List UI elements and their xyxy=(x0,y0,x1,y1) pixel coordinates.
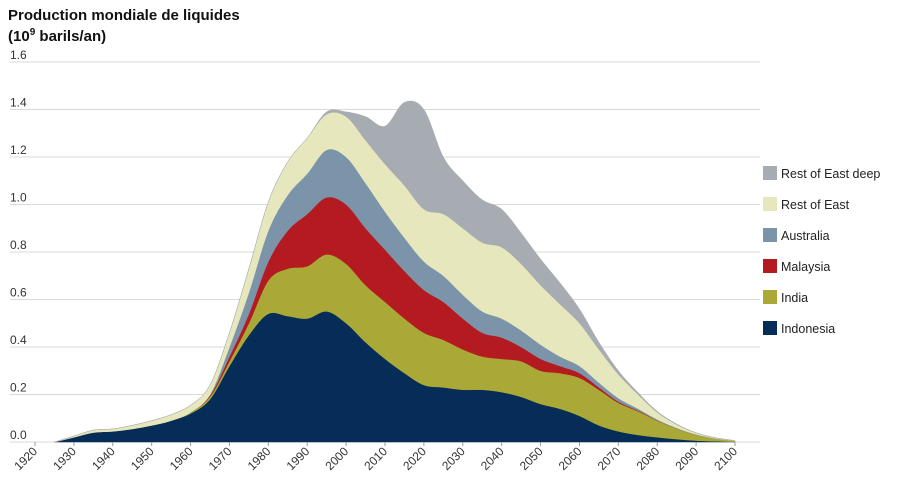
x-tick-label: 2090 xyxy=(672,444,701,473)
legend-swatch-india xyxy=(763,290,777,304)
x-tick-label: 2030 xyxy=(439,444,468,473)
x-tick-label: 2050 xyxy=(517,444,546,473)
y-axis-label: (109 barils/an) xyxy=(8,27,106,45)
x-tick-label: 2020 xyxy=(400,444,429,473)
x-tick-label: 2070 xyxy=(595,444,624,473)
y-tick-label: 0.8 xyxy=(10,238,27,252)
legend-label-indonesia: Indonesia xyxy=(781,322,835,336)
legend-swatch-australia xyxy=(763,228,777,242)
y-tick-label: 0.4 xyxy=(10,333,27,347)
x-tick-label: 2010 xyxy=(361,444,390,473)
legend-label-malaysia: Malaysia xyxy=(781,260,830,274)
x-axis-ticks: 1920 1930 1940 1950 1960 1970 1980 1990 2000 2010… xyxy=(11,442,740,473)
legend-label-india: India xyxy=(781,291,808,305)
x-tick-label: 1930 xyxy=(50,444,79,473)
x-tick-label: 2040 xyxy=(478,444,507,473)
legend-label-rest-of-east: Rest of East xyxy=(781,198,850,212)
x-tick-label: 1980 xyxy=(245,444,274,473)
legend-swatch-rest-of-east-deep xyxy=(763,166,777,180)
y-tick-label: 0.2 xyxy=(10,381,27,395)
y-tick-label: 0.0 xyxy=(10,428,27,442)
y-tick-label: 1.4 xyxy=(10,96,27,110)
x-tick-label: 1950 xyxy=(128,444,157,473)
x-tick-label: 1970 xyxy=(206,444,235,473)
legend: Rest of East deep Rest of East Australia Ma… xyxy=(763,166,880,336)
x-tick-label: 2060 xyxy=(556,444,585,473)
x-tick-label: 2080 xyxy=(634,444,663,473)
legend-swatch-malaysia xyxy=(763,259,777,273)
x-tick-label: 2100 xyxy=(711,444,740,473)
area-rest-of-east-deep xyxy=(54,100,736,443)
legend-swatch-rest-of-east xyxy=(763,197,777,211)
x-tick-label: 1920 xyxy=(11,444,40,473)
legend-label-australia: Australia xyxy=(781,229,830,243)
legend-label-rest-of-east-deep: Rest of East deep xyxy=(781,167,880,181)
y-axis-ticks: 0.0 0.2 0.4 0.6 0.8 1.0 1.2 1.4 1.6 xyxy=(10,48,27,442)
area-layers xyxy=(54,100,736,443)
y-tick-label: 1.6 xyxy=(10,48,27,62)
x-tick-label: 1990 xyxy=(284,444,313,473)
y-tick-label: 1.0 xyxy=(10,191,27,205)
y-tick-label: 1.2 xyxy=(10,143,27,157)
chart-title: Production mondiale de liquides xyxy=(8,7,240,24)
y-tick-label: 0.6 xyxy=(10,286,27,300)
legend-swatch-indonesia xyxy=(763,321,777,335)
x-tick-label: 1960 xyxy=(167,444,196,473)
x-tick-label: 2000 xyxy=(322,444,351,473)
x-tick-label: 1940 xyxy=(89,444,118,473)
